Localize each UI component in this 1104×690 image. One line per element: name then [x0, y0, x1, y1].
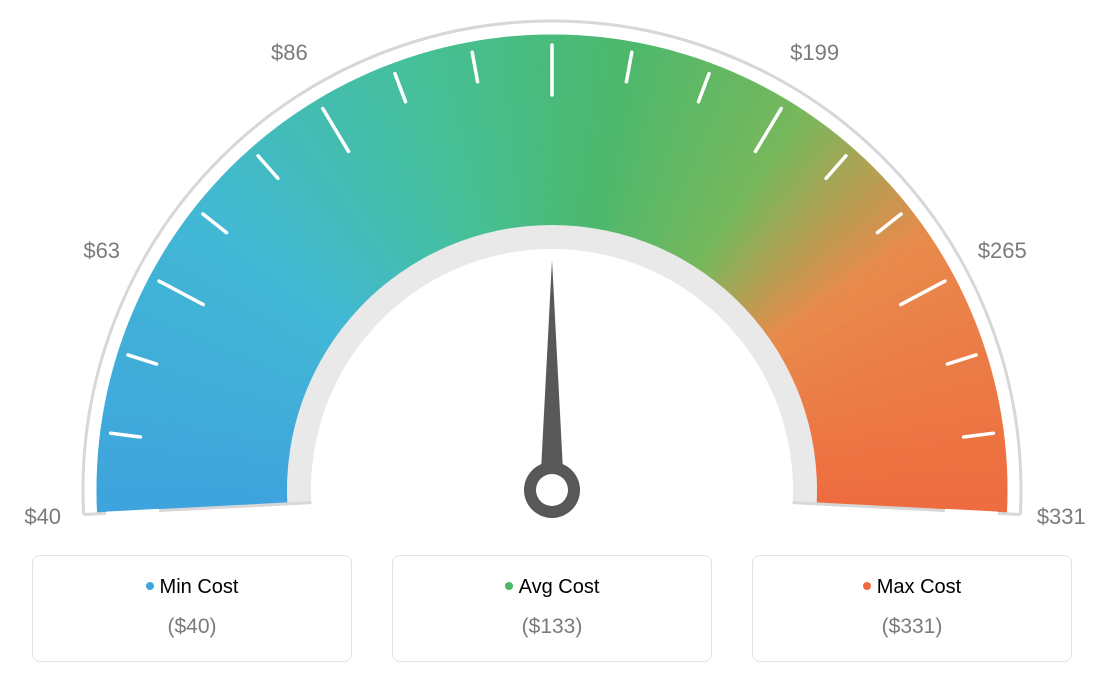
legend-max-label: Max Cost [877, 576, 961, 598]
legend-avg-value: ($133) [403, 615, 701, 639]
legend-card-max: Max Cost ($331) [752, 555, 1072, 662]
dot-icon [863, 582, 871, 590]
legend-min-value: ($40) [43, 615, 341, 639]
legend-avg-label: Avg Cost [519, 576, 600, 598]
legend-avg-title: Avg Cost [403, 576, 701, 599]
legend-max-title: Max Cost [763, 576, 1061, 599]
legend-max-value: ($331) [763, 615, 1061, 639]
legend-card-avg: Avg Cost ($133) [392, 555, 712, 662]
gauge-chart: $40$63$86$133$199$265$331 [0, 0, 1104, 545]
legend-row: Min Cost ($40) Avg Cost ($133) Max Cost … [0, 555, 1104, 662]
dot-icon [146, 582, 154, 590]
dot-icon [505, 582, 513, 590]
gauge-svg [0, 0, 1104, 545]
legend-min-label: Min Cost [160, 576, 239, 598]
legend-card-min: Min Cost ($40) [32, 555, 352, 662]
legend-min-title: Min Cost [43, 576, 341, 599]
